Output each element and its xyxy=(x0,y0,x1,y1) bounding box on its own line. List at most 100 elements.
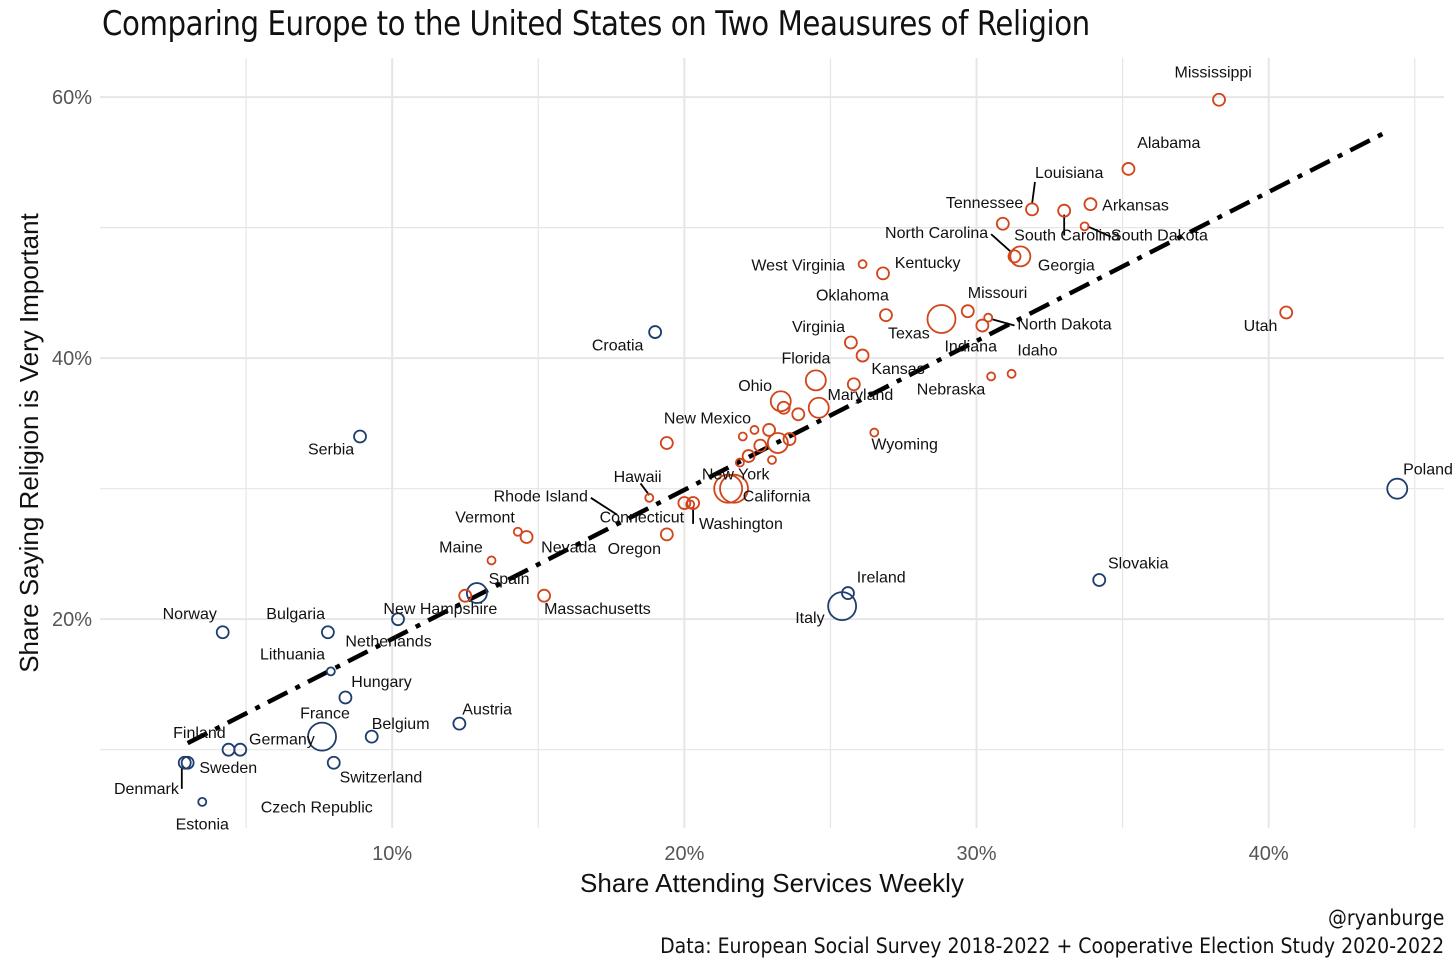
us-point xyxy=(782,432,797,446)
x-tick-label: 20% xyxy=(664,843,704,865)
europe-point xyxy=(1386,477,1409,500)
europe-point xyxy=(320,625,335,640)
point-label: Denmark xyxy=(114,781,180,798)
point-label: Washington xyxy=(699,516,783,533)
us-point xyxy=(995,216,1010,231)
point-label: Netherlands xyxy=(345,634,431,651)
europe-point xyxy=(466,582,488,604)
x-tick-label: 40% xyxy=(1249,843,1289,865)
point-label: New Hampshire xyxy=(383,601,497,618)
point-label: Croatia xyxy=(592,337,644,354)
point-label: France xyxy=(300,705,350,722)
europe-point xyxy=(1092,573,1107,587)
us-point xyxy=(767,455,777,465)
us-point xyxy=(766,432,789,454)
point-label: Nevada xyxy=(541,540,596,557)
leader-line xyxy=(1031,181,1036,205)
us-point xyxy=(1083,197,1098,212)
point-label: Maryland xyxy=(828,387,894,404)
us-point xyxy=(791,407,806,422)
us-point xyxy=(1007,249,1022,264)
point-label: Utah xyxy=(1244,318,1278,335)
us-point xyxy=(776,400,791,415)
us-point xyxy=(1279,305,1294,320)
point-label: California xyxy=(743,489,811,506)
us-point xyxy=(843,335,858,350)
point-label: Spain xyxy=(489,571,530,588)
us-point xyxy=(960,304,975,319)
point-label: Oregon xyxy=(608,541,661,558)
leader-lines xyxy=(180,181,1112,789)
leader-line xyxy=(1087,225,1112,238)
point-label: Tennessee xyxy=(946,195,1023,212)
point-label: Arkansas xyxy=(1102,198,1169,215)
point-label: Nebraska xyxy=(917,382,986,399)
us-point xyxy=(677,496,692,510)
point-label: Bulgaria xyxy=(266,606,325,623)
us-point xyxy=(1006,368,1017,379)
point-label: Hawaii xyxy=(614,469,662,486)
us-point xyxy=(486,555,497,566)
us-point xyxy=(879,308,893,323)
us-point xyxy=(1212,92,1226,107)
point-label: Indiana xyxy=(944,339,997,356)
point-label: Hungary xyxy=(351,674,411,691)
europe-point xyxy=(215,625,230,640)
us-point xyxy=(926,304,957,334)
point-label: North Carolina xyxy=(885,225,988,242)
europe-point xyxy=(648,325,663,339)
y-tick-label: 60% xyxy=(52,87,92,109)
point-label: Texas xyxy=(888,326,930,343)
us-point xyxy=(659,527,674,542)
point-label: Alabama xyxy=(1137,135,1200,152)
point-label: Georgia xyxy=(1038,258,1095,275)
credit-handle: @ryanburge xyxy=(1327,906,1444,930)
us-point xyxy=(804,369,827,392)
point-label: Rhode Island xyxy=(494,489,588,506)
grid xyxy=(100,58,1444,828)
point-label: Maine xyxy=(439,540,483,557)
point-label: Germany xyxy=(249,731,315,748)
point-label: West Virginia xyxy=(751,258,845,275)
us-point xyxy=(458,588,473,603)
point-label: Vermont xyxy=(455,510,515,527)
y-tick-label: 20% xyxy=(52,609,92,631)
point-label: Slovakia xyxy=(1108,555,1169,572)
point-label: Massachusetts xyxy=(544,601,651,618)
point-label: Belgium xyxy=(372,716,430,733)
europe-point xyxy=(353,429,367,444)
europe-point xyxy=(197,796,208,807)
us-point xyxy=(876,266,890,281)
us-point xyxy=(846,377,861,392)
europe-point xyxy=(391,612,405,627)
us-point xyxy=(519,530,534,544)
us-point xyxy=(1025,202,1039,217)
us-point xyxy=(741,449,756,463)
point-label: Florida xyxy=(782,350,831,367)
europe-point xyxy=(221,742,236,757)
point-label: Italy xyxy=(795,610,824,627)
point-label: Lithuania xyxy=(260,647,325,664)
point-label: Serbia xyxy=(308,442,354,459)
point-label: New Mexico xyxy=(664,410,751,427)
us-point xyxy=(1057,203,1072,218)
point-label: Mississippi xyxy=(1175,65,1252,82)
point-label: Czech Republic xyxy=(261,799,373,816)
point-label: New York xyxy=(702,467,771,484)
point-label: Austria xyxy=(462,701,512,718)
point-labels: Mississippi Alabama Louisiana Tennessee Arka… xyxy=(114,65,1453,834)
y-axis-title: Share Saying Religion is Very Important xyxy=(14,212,44,672)
point-label: South Dakota xyxy=(1111,228,1208,245)
point-label: Virginia xyxy=(792,319,845,336)
point-label: Oklahoma xyxy=(816,288,889,305)
point-label: Estonia xyxy=(176,816,229,833)
europe-point xyxy=(177,755,192,770)
point-label: Poland xyxy=(1403,461,1453,478)
point-label: Wyoming xyxy=(871,437,938,454)
leader-line xyxy=(990,318,1015,327)
us-point xyxy=(719,473,749,504)
us-point xyxy=(753,438,768,453)
point-label: Idaho xyxy=(1017,343,1057,360)
point-label: South Carolina xyxy=(1014,228,1120,245)
